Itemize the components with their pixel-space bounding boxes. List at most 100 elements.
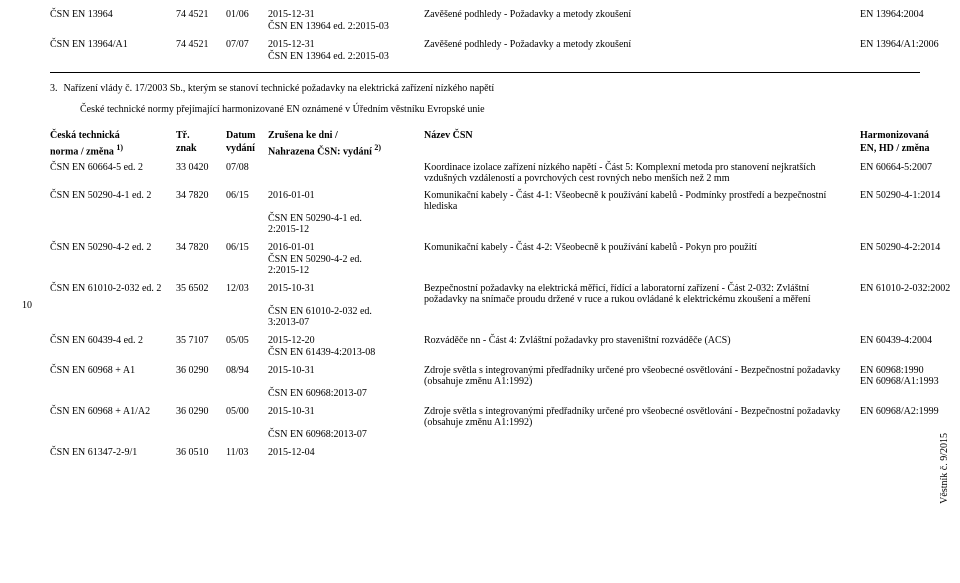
cell: 36 0510 [176,447,220,458]
table-header-line2: norma / změna 1) znak vydání Nahrazena Č… [50,142,920,161]
cell: ČSN EN 60664-5 ed. 2 [50,162,170,173]
table-row: ČSN EN 61347-2-9/1 36 0510 11/03 2015-12-04 [50,446,920,459]
cell: ČSN EN 60439-4 ed. 2 [50,335,170,346]
cell: ČSN EN 13964 ed. 2:2015-03 [268,21,418,32]
footer-text: Věstník č. 9/2015 [939,433,950,504]
cell: 36 0290 [176,406,220,417]
table-row-repl: ČSN EN 61010-2-032 ed. 3:2013-07 [50,306,920,334]
table-row: ČSN EN 60664-5 ed. 2 33 0420 07/08 Koordina… [50,161,920,185]
table-row-repl: ČSN EN 50290-4-2 ed. 2:2015-12 [50,254,920,282]
cell: ČSN EN 50290-4-2 ed. 2 [50,242,170,253]
cell: 34 7820 [176,190,220,201]
th: Harmonizovaná [860,130,960,141]
cell: 06/15 [226,242,262,253]
cell: 2015-10-31 [268,365,418,376]
th: EN, HD / změna [860,143,960,154]
cell: 74 4521 [176,39,220,50]
cell: 01/06 [226,9,262,20]
th: Zrušena ke dni / [268,130,418,141]
cell: 07/07 [226,39,262,50]
section-number: 3. [50,83,58,94]
cell: 2015-12-04 [268,447,418,458]
cell: ČSN EN 60968:2013-07 [268,429,418,440]
top-row-1: ČSN EN 13964 74 4521 01/06 2015-12-31 Za… [50,8,920,21]
cell: EN 60968:1990 EN 60968/A1:1993 [860,365,960,387]
table-body: ČSN EN 60664-5 ed. 2 33 0420 07/08 Koordina… [50,161,920,463]
cell: 36 0290 [176,365,220,376]
th: Nahrazena ČSN: vydání 2) [268,143,418,157]
cell: Zavěšené podhledy - Požadavky a metody z… [424,39,854,50]
cell: EN 60664-5:2007 [860,162,960,173]
section-paragraph: České technické normy přejímající harmon… [80,104,920,115]
section-title: Nařízení vlády č. 17/2003 Sb., kterým se… [64,83,495,94]
th-text: norma / změna [50,146,114,157]
th: Tř. [176,130,220,141]
superscript: 1) [116,143,123,152]
top-row-2-repl: ČSN EN 13964 ed. 2:2015-03 [50,51,920,68]
top-row-2: ČSN EN 13964/A1 74 4521 07/07 2015-12-31… [50,38,920,51]
cell: 08/94 [226,365,262,376]
section-heading: 3. Nařízení vlády č. 17/2003 Sb., kterým… [50,83,920,94]
cell: Bezpečnostní požadavky na elektrická měř… [424,283,854,305]
cell: ČSN EN 61439-4:2013-08 [268,347,418,358]
table-row-repl: ČSN EN 61439-4:2013-08 [50,347,920,364]
cell: 2015-10-31 [268,406,418,417]
cell: ČSN EN 61010-2-032 ed. 3:2013-07 [268,306,418,328]
cell: ČSN EN 13964/A1 [50,39,170,50]
cell: ČSN EN 13964 ed. 2:2015-03 [268,51,418,62]
cell: 2015-12-31 [268,39,418,50]
cell: 35 6502 [176,283,220,294]
cell: Zdroje světla s integrovanými předřadník… [424,406,854,428]
cell: EN 61010-2-032:2002 [860,283,960,294]
cell: ČSN EN 50290-4-1 ed. 2 [50,190,170,201]
cell: 11/03 [226,447,262,458]
cell: 35 7107 [176,335,220,346]
th-text: Nahrazena ČSN: vydání [268,146,372,157]
cell: EN 50290-4-1:2014 [860,190,960,201]
cell: ČSN EN 13964 [50,9,170,20]
superscript: 2) [374,143,381,152]
th: Datum [226,130,262,141]
cell: 05/00 [226,406,262,417]
cell: EN 13964:2004 [860,9,960,20]
page-number: 10 [22,300,32,311]
cell: Komunikační kabely - Část 4-2: Všeobecně… [424,242,854,253]
cell: Koordinace izolace zařízení nízkého napě… [424,162,854,184]
th: norma / změna 1) [50,143,170,157]
cell: 2016-01-01 [268,190,418,201]
cell: ČSN EN 60968 + A1/A2 [50,406,170,417]
cell: EN 13964/A1:2006 [860,39,960,50]
cell: Komunikační kabely - Část 4-1: Všeobecně… [424,190,854,212]
cell: Rozváděče nn - Část 4: Zvláštní požadavk… [424,335,854,346]
cell: 2016-01-01 [268,242,418,253]
cell: Zavěšené podhledy - Požadavky a metody z… [424,9,854,20]
cell: 2015-12-31 [268,9,418,20]
th: Název ČSN [424,130,854,141]
table-row-repl: ČSN EN 50290-4-1 ed. 2:2015-12 [50,213,920,241]
cell: ČSN EN 60968 + A1 [50,365,170,376]
cell: 06/15 [226,190,262,201]
table-row-repl: ČSN EN 60968:2013-07 [50,429,920,446]
table-row: ČSN EN 50290-4-1 ed. 2 34 7820 06/15 2016-0… [50,189,920,213]
cell: ČSN EN 61010-2-032 ed. 2 [50,283,170,294]
cell: 74 4521 [176,9,220,20]
cell: ČSN EN 50290-4-1 ed. 2:2015-12 [268,213,418,235]
table-header-line1: Česká technická Tř. Datum Zrušena ke dni… [50,129,920,142]
top-row-1-repl: ČSN EN 13964 ed. 2:2015-03 [50,21,920,38]
cell: ČSN EN 50290-4-2 ed. 2:2015-12 [268,254,418,276]
page-container: ČSN EN 13964 74 4521 01/06 2015-12-31 Za… [0,0,960,583]
cell: 2015-12-20 [268,335,418,346]
th: vydání [226,143,262,154]
table-row: ČSN EN 60439-4 ed. 235 710705/052015-12-… [50,334,920,347]
table-row-repl: ČSN EN 60968:2013-07 [50,388,920,405]
cell: ČSN EN 60968:2013-07 [268,388,418,399]
cell: Zdroje světla s integrovanými předřadník… [424,365,854,387]
th: znak [176,143,220,154]
cell: 2015-10-31 [268,283,418,294]
cell: EN 50290-4-2:2014 [860,242,960,253]
cell: 07/08 [226,162,262,173]
cell: 33 0420 [176,162,220,173]
cell: 34 7820 [176,242,220,253]
cell: ČSN EN 61347-2-9/1 [50,447,170,458]
divider [50,72,920,73]
